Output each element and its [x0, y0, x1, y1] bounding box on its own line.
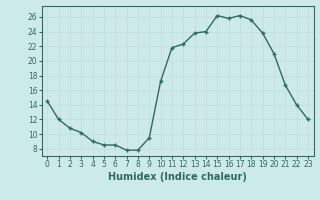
X-axis label: Humidex (Indice chaleur): Humidex (Indice chaleur)	[108, 172, 247, 182]
